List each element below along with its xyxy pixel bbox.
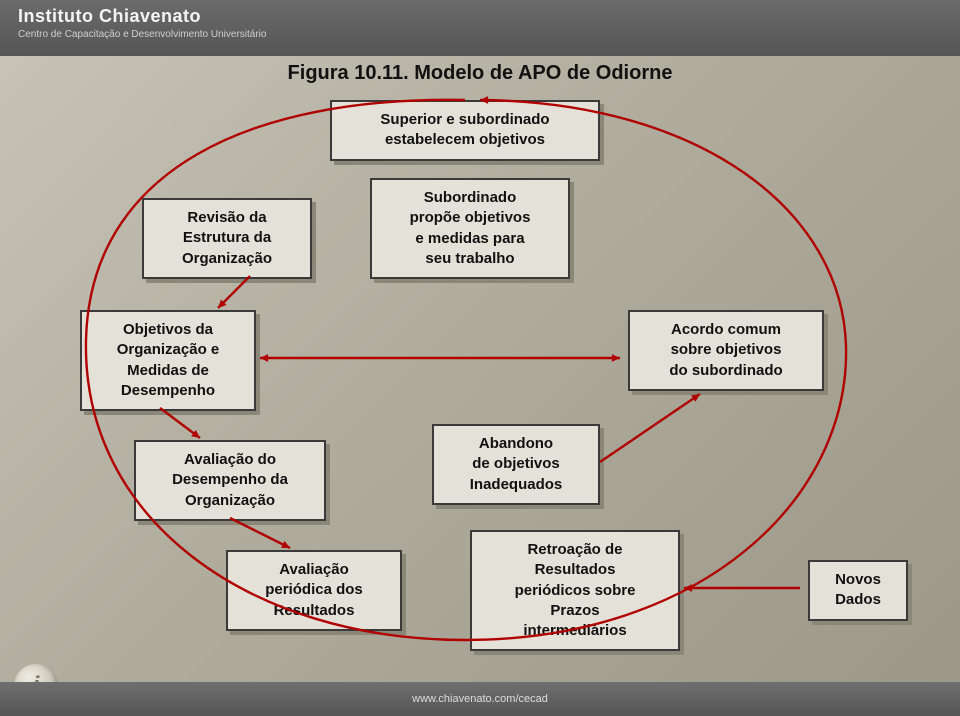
box-acordo-comum: Acordo comumsobre objetivosdo subordinad… [628, 310, 824, 391]
box-avaliacao-desempenho: Avaliação doDesempenho daOrganização [134, 440, 326, 521]
box-avaliacao-periodica: Avaliaçãoperiódica dosResultados [226, 550, 402, 631]
box-retroacao-resultados: Retroação deResultadosperiódicos sobrePr… [470, 530, 680, 651]
box-abandono-objetivos: Abandonode objetivosInadequados [432, 424, 600, 505]
box-subordinado-propoe: Subordinadopropõe objetivose medidas par… [370, 178, 570, 279]
footer-bar: www.chiavenato.com/cecad [0, 682, 960, 716]
header-subtitle: Centro de Capacitação e Desenvolvimento … [18, 29, 942, 40]
box-revisao-estrutura: Revisão daEstrutura daOrganização [142, 198, 312, 279]
figure-title: Figura 10.11. Modelo de APO de Odiorne [0, 62, 960, 85]
header-bar: Instituto Chiavenato Centro de Capacitaç… [0, 0, 960, 56]
footer-url: www.chiavenato.com/cecad [412, 693, 548, 705]
header-title: Instituto Chiavenato [18, 6, 942, 27]
slide-canvas: Instituto Chiavenato Centro de Capacitaç… [0, 0, 960, 716]
box-novos-dados: NovosDados [808, 560, 908, 621]
box-superior-subordinado: Superior e subordinadoestabelecem objeti… [330, 100, 600, 161]
box-objetivos-organizacao: Objetivos daOrganização eMedidas deDesem… [80, 310, 256, 411]
